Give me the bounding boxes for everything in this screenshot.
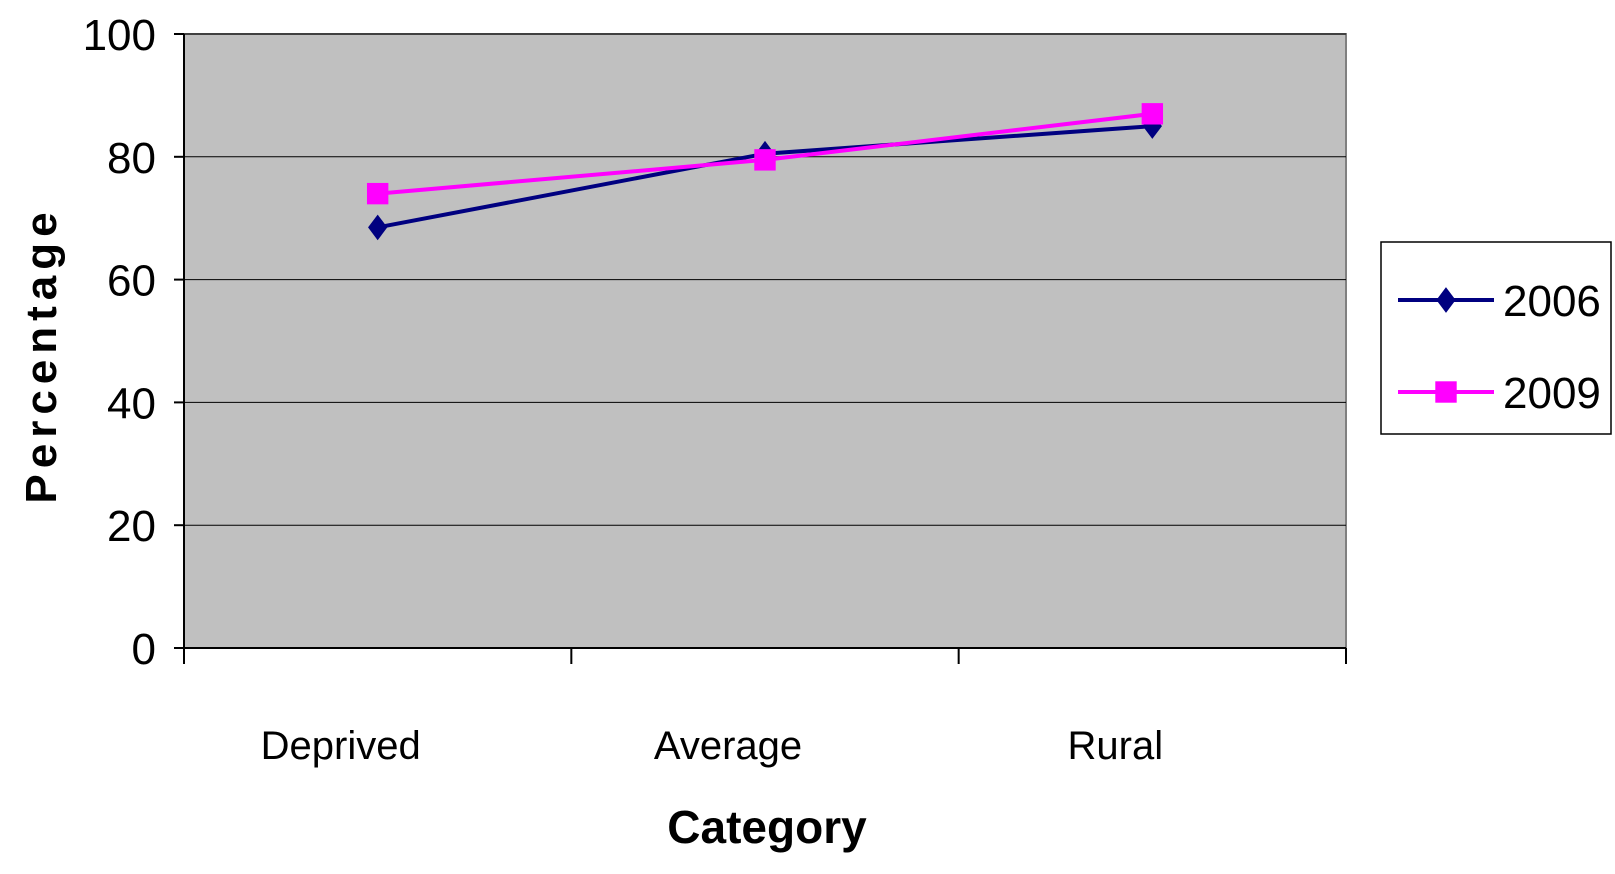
series: [366, 103, 1164, 241]
x-tick-labels: Deprived Average Rural: [261, 724, 1164, 768]
axes: [183, 34, 1346, 649]
legend-item: 2009: [1398, 369, 1601, 418]
y-tick-label: 0: [132, 625, 156, 674]
legend: 2006 2009: [1380, 241, 1612, 435]
series-point: [1141, 103, 1164, 125]
y-tick-label: 20: [107, 502, 156, 551]
legend-label: 2009: [1503, 369, 1601, 418]
series-2009: [366, 103, 1164, 205]
legend-items: 2006 2009: [1398, 277, 1601, 418]
y-tick-label: 40: [107, 379, 156, 428]
plot-area: [183, 33, 1347, 649]
series-point: [1435, 381, 1457, 403]
series-point: [754, 149, 776, 171]
series-point: [366, 182, 389, 205]
legend-box: [1380, 241, 1612, 435]
y-tick-label: 80: [107, 134, 156, 183]
y-axis-title: Percentage: [17, 206, 66, 503]
series-point: [1436, 287, 1456, 313]
y-tick-labels: 0 20 40 60 80 100: [83, 11, 156, 674]
x-tick-label: Average: [654, 724, 802, 768]
legend-item: 2006: [1398, 277, 1601, 326]
y-tick-label: 60: [107, 257, 156, 306]
legend-label: 2006: [1503, 277, 1601, 326]
x-tick-label: Deprived: [261, 724, 421, 768]
y-tick-label: 100: [83, 11, 156, 60]
gridlines: [174, 33, 1347, 664]
series-point: [368, 214, 388, 241]
x-axis-title: Category: [667, 801, 867, 853]
x-tick-label: Rural: [1068, 724, 1164, 768]
